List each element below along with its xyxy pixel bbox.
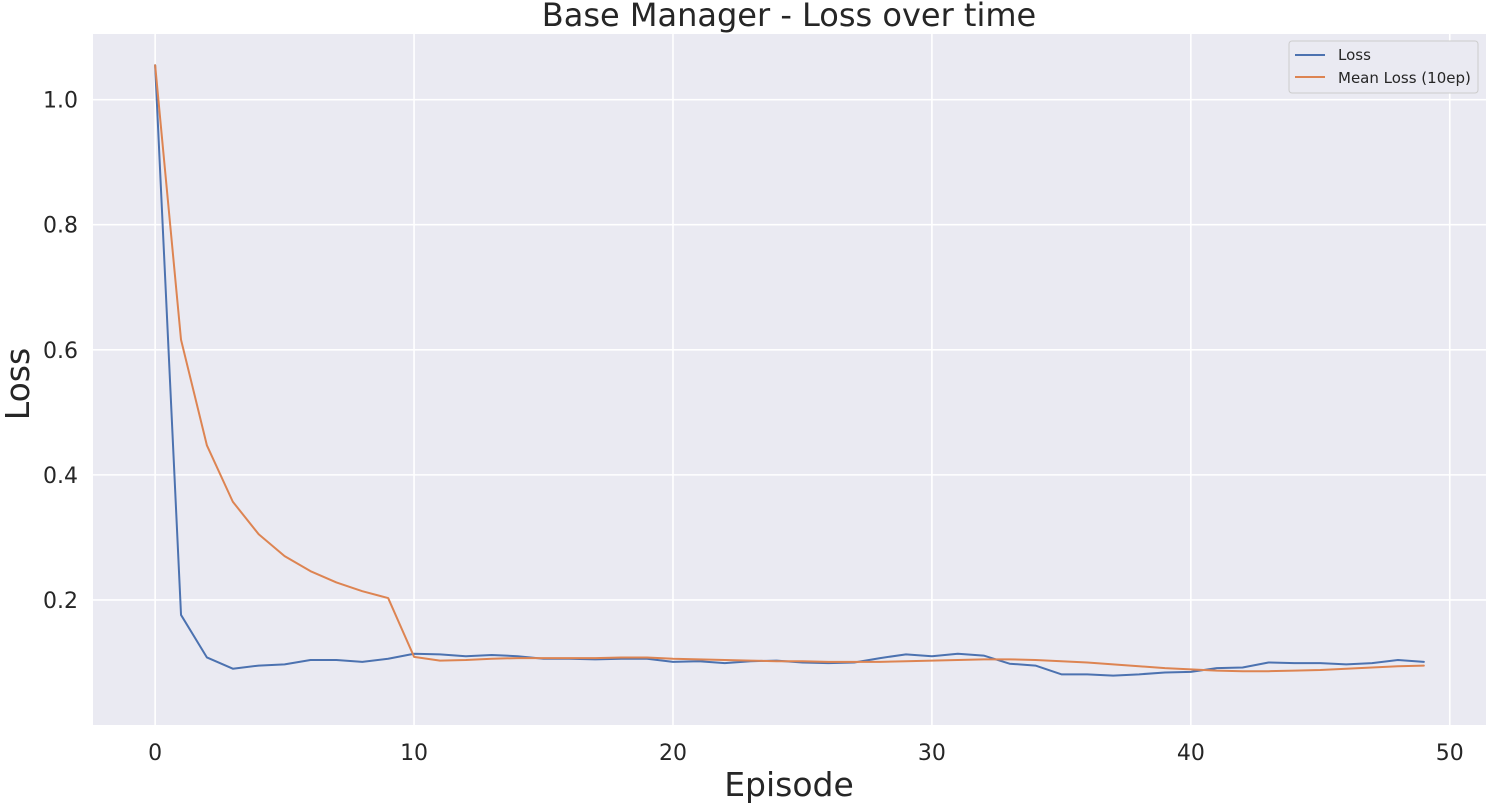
- x-tick-label: 40: [1177, 741, 1205, 766]
- x-axis-label: Episode: [724, 765, 854, 803]
- x-tick-labels: 0 10 20 30 40 50: [148, 741, 1464, 766]
- y-gridlines: [93, 98, 1486, 601]
- legend-label-loss: Loss: [1338, 46, 1371, 64]
- y-axis-label: Loss: [0, 348, 37, 420]
- x-tick-label: 10: [400, 741, 428, 766]
- plot-background: [93, 34, 1486, 725]
- legend-box: [1288, 40, 1479, 94]
- legend-label-mean-loss: Mean Loss (10ep): [1338, 69, 1471, 87]
- y-tick-label: 0.2: [43, 589, 78, 614]
- y-tick-label: 1.0: [43, 89, 78, 114]
- x-tick-label: 50: [1436, 741, 1464, 766]
- chart-title: Base Manager - Loss over time: [542, 0, 1036, 34]
- y-tick-label: 0.4: [43, 464, 78, 489]
- legend: Loss Mean Loss (10ep): [1288, 40, 1479, 94]
- x-gridlines: [154, 34, 1451, 725]
- y-tick-labels: 0.2 0.4 0.6 0.8 1.0: [43, 89, 78, 614]
- x-tick-label: 30: [918, 741, 946, 766]
- x-tick-label: 0: [148, 741, 162, 766]
- x-tick-label: 20: [659, 741, 687, 766]
- y-tick-label: 0.8: [43, 214, 78, 239]
- series-layer: [154, 64, 1425, 677]
- series-line-mean-loss: [154, 64, 1425, 673]
- y-tick-label: 0.6: [43, 339, 78, 364]
